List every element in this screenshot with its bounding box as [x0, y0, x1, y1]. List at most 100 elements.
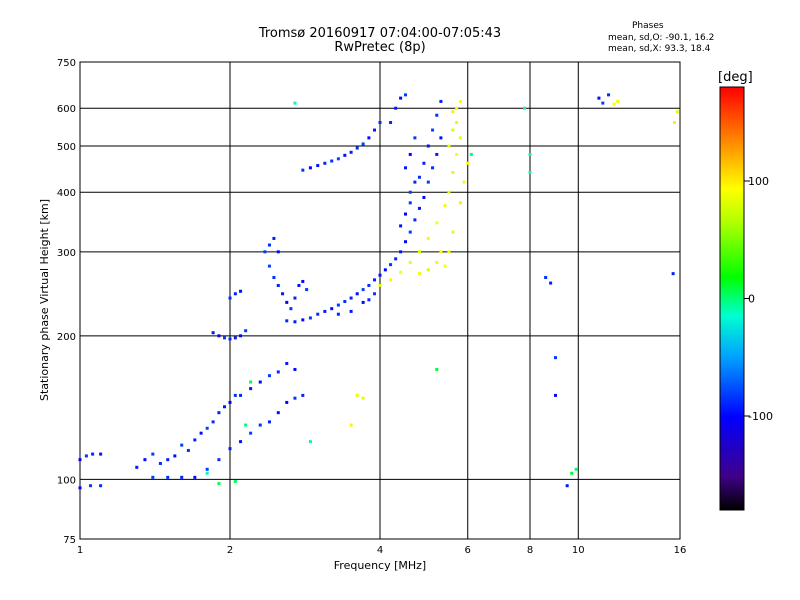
data-point — [597, 96, 601, 100]
data-point — [431, 166, 435, 170]
y-tick-label: 400 — [57, 188, 76, 199]
data-point — [451, 170, 455, 174]
data-point — [422, 195, 426, 199]
data-point — [458, 99, 462, 103]
data-point — [293, 396, 297, 400]
data-point — [233, 336, 237, 340]
data-point — [443, 264, 447, 268]
data-point — [426, 268, 430, 272]
x-tick-label: 16 — [674, 545, 687, 556]
data-point — [336, 303, 340, 307]
data-point — [349, 423, 353, 427]
data-point — [301, 279, 305, 283]
data-point — [89, 484, 93, 488]
data-point — [451, 128, 455, 132]
data-point — [258, 423, 262, 427]
data-point — [276, 250, 280, 254]
data-point — [355, 292, 359, 296]
data-point — [217, 411, 221, 415]
data-point — [285, 300, 289, 304]
data-point — [281, 292, 285, 296]
data-point — [439, 136, 443, 140]
data-point — [272, 276, 276, 280]
data-point — [355, 393, 359, 397]
data-point — [408, 201, 412, 205]
data-point — [383, 268, 387, 272]
data-point — [267, 420, 271, 424]
data-point — [435, 221, 439, 225]
x-tick-label: 6 — [465, 545, 471, 556]
data-point — [78, 486, 82, 490]
data-point — [276, 411, 280, 415]
chart-title: Tromsø 20160917 07:04:00-07:05:43 — [258, 26, 502, 41]
x-tick-label: 2 — [227, 545, 233, 556]
data-point — [308, 166, 312, 170]
data-point — [447, 144, 451, 148]
data-point — [330, 159, 334, 163]
data-point — [570, 471, 574, 475]
data-point — [469, 152, 473, 156]
data-point — [439, 99, 443, 103]
data-point — [417, 206, 421, 210]
y-tick-labels: 75 100 200 300 400 500 600 750 — [57, 58, 76, 546]
data-point — [378, 283, 382, 287]
colorbar-ticks: 100 0 -100 — [744, 175, 773, 423]
data-point — [249, 431, 253, 435]
data-point — [336, 312, 340, 316]
data-point — [267, 374, 271, 378]
data-point — [135, 465, 139, 469]
x-tick-label: 4 — [377, 545, 383, 556]
data-point — [228, 337, 232, 341]
data-point — [673, 121, 677, 125]
data-point — [394, 106, 398, 110]
data-point — [528, 152, 532, 156]
data-point — [323, 309, 327, 313]
data-point — [399, 270, 403, 274]
data-point — [293, 320, 297, 324]
data-point — [343, 300, 347, 304]
data-point — [180, 475, 184, 479]
data-point — [403, 240, 407, 244]
data-point — [601, 101, 605, 105]
data-point — [422, 161, 426, 165]
data-point — [217, 482, 221, 486]
data-point — [367, 283, 371, 287]
data-point — [267, 264, 271, 268]
data-point — [408, 190, 412, 194]
data-point — [355, 146, 359, 150]
data-point — [413, 180, 417, 184]
y-axis-label: Stationary phase Virtual Height [km] — [38, 199, 51, 401]
data-point — [293, 101, 297, 105]
data-point — [435, 260, 439, 264]
data-point — [276, 283, 280, 287]
data-point — [249, 387, 253, 391]
data-point — [217, 334, 221, 338]
data-point — [343, 153, 347, 157]
data-point — [272, 236, 276, 240]
data-point — [199, 431, 203, 435]
data-point — [462, 180, 466, 184]
data-point — [435, 113, 439, 117]
data-point — [553, 393, 557, 397]
data-point — [417, 175, 421, 179]
data-point — [336, 157, 340, 161]
data-point — [447, 190, 451, 194]
x-tick-label: 1 — [77, 545, 83, 556]
data-point — [223, 405, 227, 409]
phase-stats-x-mode: mean, sd,X: 93.3, 18.4 — [608, 44, 711, 54]
data-point — [330, 307, 334, 311]
data-point — [399, 250, 403, 254]
data-point — [403, 93, 407, 97]
data-point — [455, 152, 459, 156]
data-point — [228, 447, 232, 451]
data-point — [439, 250, 443, 254]
data-point — [293, 367, 297, 371]
data-point — [143, 458, 147, 462]
data-point — [239, 393, 243, 397]
data-point — [349, 296, 353, 300]
data-point — [373, 278, 377, 282]
data-point — [258, 380, 262, 384]
data-point — [426, 180, 430, 184]
x-axis-label: Frequency [MHz] — [334, 559, 426, 572]
x-tick-label: 8 — [527, 545, 533, 556]
